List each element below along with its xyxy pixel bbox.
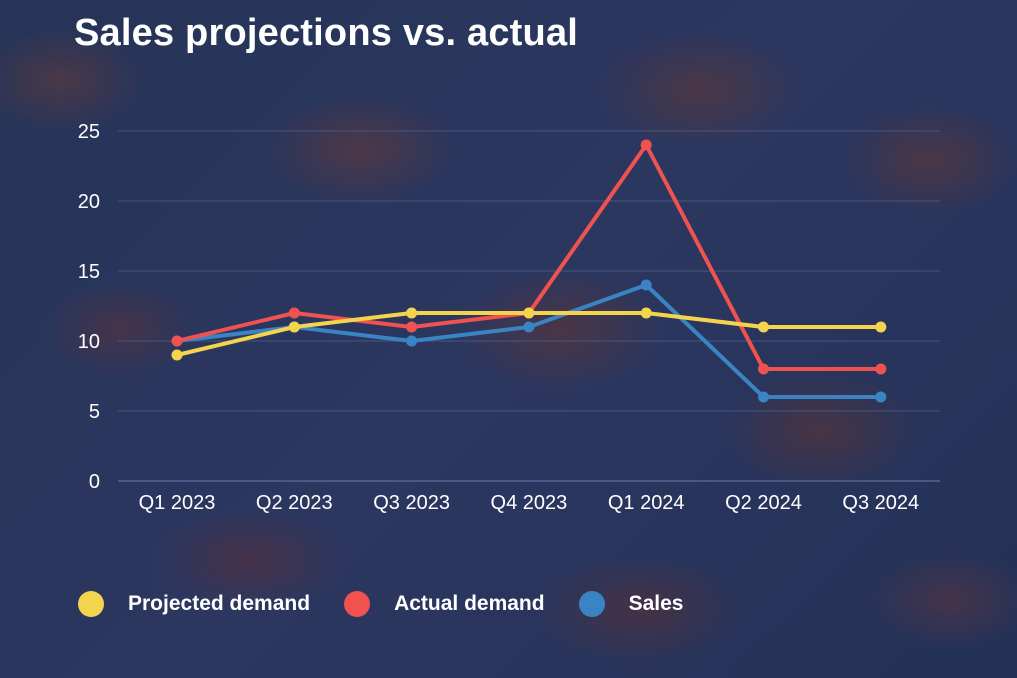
y-tick-label: 10 — [78, 331, 100, 353]
legend-item-projected-demand: Projected demand — [78, 591, 310, 617]
x-tick-label: Q4 2023 — [491, 492, 568, 514]
x-axis-ticks: Q1 2023 Q2 2023 Q3 2023 Q4 2023 Q1 2024 Q2 20… — [139, 492, 920, 514]
x-tick-label: Q3 2024 — [842, 492, 919, 514]
x-tick-label: Q2 2024 — [725, 492, 802, 514]
series-line-actual-demand — [175, 143, 883, 371]
data-point-projected-demand — [406, 307, 418, 319]
data-point-projected-demand — [171, 349, 183, 361]
data-point-actual-demand — [406, 321, 418, 333]
data-point-actual-demand — [875, 363, 887, 375]
series-lines — [171, 139, 887, 403]
legend-marker-sales — [578, 591, 605, 617]
data-point-projected-demand — [640, 307, 652, 319]
data-point-actual-demand — [288, 307, 300, 319]
series-actual-demand — [171, 139, 887, 375]
legend-label-actual-demand: Actual demand — [394, 592, 545, 615]
data-point-sales — [406, 335, 418, 347]
series-line-projected-demand — [175, 311, 883, 357]
chart-title: Sales projections vs. actual — [74, 12, 579, 54]
data-point-actual-demand — [758, 363, 769, 375]
y-tick-label: 0 — [89, 471, 100, 493]
data-point-sales — [758, 391, 769, 403]
x-tick-label: Q1 2024 — [608, 492, 685, 514]
legend-item-sales: Sales — [578, 591, 684, 617]
data-point-actual-demand — [640, 139, 652, 151]
legend-label-projected-demand: Projected demand — [128, 592, 311, 615]
data-point-projected-demand — [758, 321, 769, 333]
legend-item-actual-demand: Actual demand — [344, 591, 545, 617]
legend-marker-projected-demand — [78, 591, 104, 617]
data-point-projected-demand — [523, 307, 535, 319]
data-point-projected-demand — [875, 321, 887, 333]
series-projected-demand — [171, 307, 887, 361]
y-axis-ticks: 0 5 10 15 20 25 — [78, 121, 100, 493]
x-tick-label: Q2 2023 — [256, 492, 333, 514]
data-point-sales — [523, 321, 535, 333]
x-tick-label: Q3 2023 — [373, 492, 450, 514]
legend-marker-actual-demand — [344, 591, 371, 617]
data-point-sales — [640, 279, 652, 291]
y-tick-label: 25 — [78, 121, 100, 143]
data-point-projected-demand — [288, 321, 300, 333]
data-point-actual-demand — [171, 335, 183, 347]
gridlines — [118, 130, 940, 482]
y-tick-label: 5 — [89, 401, 100, 423]
legend: Projected demand Actual demand Sales — [78, 588, 717, 620]
y-tick-label: 15 — [78, 261, 100, 283]
data-point-sales — [875, 391, 887, 403]
x-tick-label: Q1 2023 — [139, 492, 216, 514]
y-tick-label: 20 — [78, 191, 100, 213]
legend-label-sales: Sales — [628, 592, 684, 615]
